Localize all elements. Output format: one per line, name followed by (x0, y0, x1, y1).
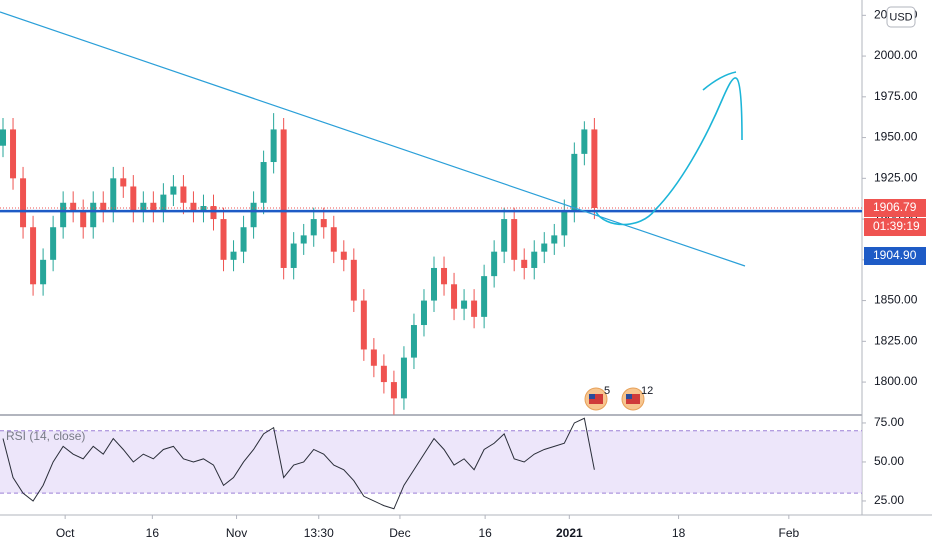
candle-body (240, 227, 247, 252)
candle-body (300, 235, 307, 244)
candle-body (280, 129, 287, 268)
candle-body (140, 202, 147, 211)
event-count: 12 (641, 385, 653, 397)
rsi-line (2, 417, 595, 510)
event-flag (626, 394, 640, 404)
currency-label: USD (889, 11, 912, 23)
last-price-label: 1906.79 (873, 200, 917, 214)
y-tick-label: 1950.00 (874, 130, 918, 144)
candle-body (451, 284, 458, 309)
projection-curve (595, 71, 743, 226)
rsi-y-tick-label: 25.00 (874, 493, 904, 507)
event-count: 5 (604, 385, 610, 397)
x-tick-label: Oct (56, 526, 75, 540)
candle-body (410, 325, 417, 358)
candle-body (10, 129, 17, 179)
candle-body (90, 202, 97, 228)
event-flag-canton (626, 394, 632, 399)
candle-body (551, 235, 558, 244)
rsi-y-tick-label: 50.00 (874, 454, 904, 468)
rsi-title: RSI (14, close) (6, 429, 85, 443)
last-price-badge (864, 199, 926, 218)
event-flag (589, 394, 603, 404)
y-tick-label: 2000.00 (874, 48, 918, 62)
x-tick-label: 13:30 (304, 526, 334, 540)
x-tick-label: 16 (478, 526, 492, 540)
candle-body (521, 259, 528, 268)
candle-body (80, 210, 87, 228)
candle-body (50, 227, 57, 260)
candle-body (40, 259, 47, 285)
candle-body (591, 129, 598, 209)
candle-body (160, 194, 167, 211)
candle-body (60, 202, 67, 228)
candle-body (471, 300, 478, 317)
candle-body (330, 227, 337, 252)
y-tick-label: 1850.00 (874, 293, 918, 307)
candle-body (380, 365, 387, 383)
candle-body (581, 129, 588, 154)
candle-body (20, 178, 27, 228)
x-tick-label: Feb (778, 526, 799, 540)
candle-body (0, 129, 7, 146)
candle-body (310, 219, 317, 236)
candle-body (400, 357, 407, 399)
level-label: 1904.90 (873, 248, 917, 262)
x-tick-label: 16 (146, 526, 160, 540)
candle-body (420, 300, 427, 326)
candle-body (120, 178, 127, 187)
candle-body (230, 251, 237, 260)
candle-body (561, 210, 568, 236)
x-tick-label: 18 (672, 526, 686, 540)
candle-body (360, 300, 367, 350)
candle-body (250, 202, 257, 228)
countdown-label: 01:39:19 (873, 219, 920, 233)
candle-body (180, 186, 187, 203)
x-tick-label: Dec (389, 526, 410, 540)
candle-body (130, 186, 137, 211)
candle-body (100, 202, 107, 211)
candle-body (270, 129, 277, 163)
candle-body (150, 202, 157, 211)
event-flag-canton (589, 394, 595, 399)
candle-body (481, 276, 488, 317)
candle-body (431, 267, 438, 301)
candle-body (200, 206, 207, 211)
y-tick-label: 1825.00 (874, 333, 918, 347)
candle-body (461, 300, 468, 309)
y-tick-label: 1925.00 (874, 170, 918, 184)
candle-body (541, 243, 548, 252)
countdown-badge (864, 218, 926, 237)
x-tick-label: 2021 (556, 526, 583, 540)
y-tick-label: 1800.00 (874, 374, 918, 388)
candle-body (110, 178, 117, 211)
candle-body (220, 219, 227, 260)
candle-body (350, 259, 357, 301)
candle-body (340, 251, 347, 260)
candle-body (370, 349, 377, 366)
candle-body (390, 382, 397, 399)
candle-body (531, 251, 538, 268)
candle-body (320, 219, 327, 228)
candle-body (491, 251, 498, 277)
candle-body (30, 227, 37, 285)
candle-body (170, 186, 177, 195)
candle-body (210, 206, 217, 220)
rsi-y-tick-label: 75.00 (874, 415, 904, 429)
candle-body (501, 219, 508, 252)
candle-body (70, 202, 77, 211)
candle-body (571, 153, 578, 211)
candle-body (190, 202, 197, 211)
currency-badge (886, 6, 916, 28)
candle-body (441, 267, 448, 285)
candle-body (290, 243, 297, 268)
level-badge (864, 247, 926, 265)
x-tick-label: Nov (226, 526, 247, 540)
candle-body (511, 219, 518, 260)
y-tick-label: 1975.00 (874, 89, 918, 103)
candle-body (260, 162, 267, 203)
rsi-band (0, 430, 862, 494)
